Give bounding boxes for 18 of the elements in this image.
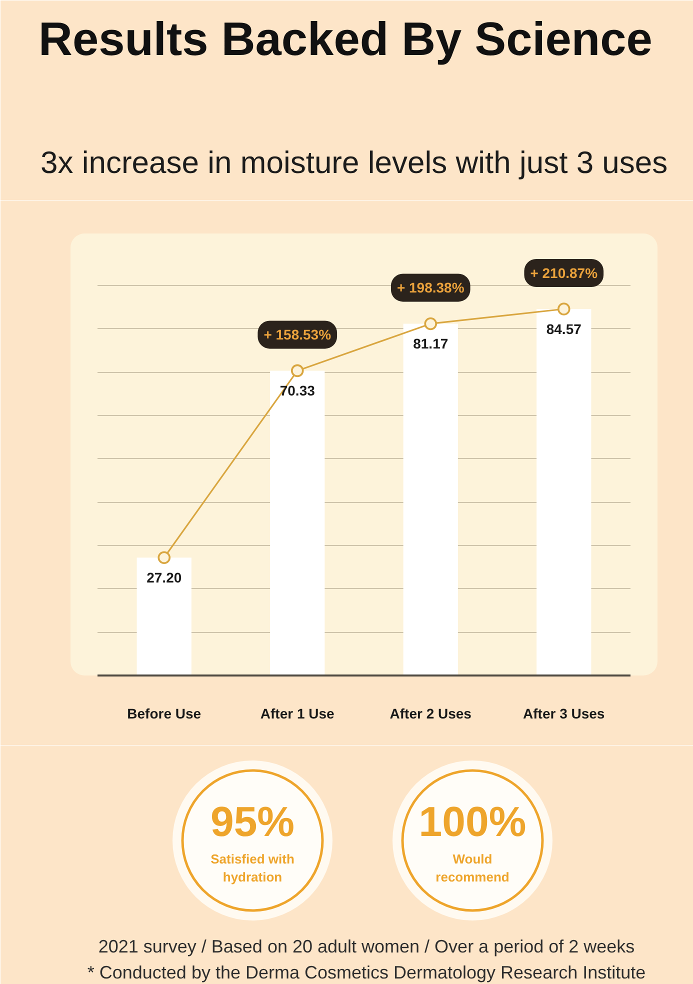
x-tick-label: After 3 Uses xyxy=(523,706,605,722)
data-label: 27.20 xyxy=(146,570,182,586)
data-label: 84.57 xyxy=(546,320,582,337)
annotation: + 210.87% xyxy=(530,264,598,281)
category-label: Would recommend xyxy=(436,852,510,884)
x-tick-label: Before Use xyxy=(127,706,202,722)
annotation: + 158.53% xyxy=(264,326,332,343)
text: 100% xyxy=(418,798,526,845)
text: * Conducted by the Derma Cosmetics Dermatology Research Institute xyxy=(87,962,646,982)
annotation: + 198.38% xyxy=(396,280,465,296)
text: 95% xyxy=(210,798,295,845)
text: 2021 survey / Based on 20 adult women / Over a period of 2 weeks xyxy=(98,936,635,956)
x-tick-label: After 2 Uses xyxy=(390,706,472,722)
category-label: Satisfied with hydration xyxy=(210,852,294,884)
x-tick-label: After 1 Use xyxy=(260,706,335,722)
data-label: 81.17 xyxy=(413,336,448,352)
chart-subtitle: 3x increase in moisture levels with just 3 uses xyxy=(40,145,668,180)
chart-title: Results Backed By Science xyxy=(38,12,652,65)
